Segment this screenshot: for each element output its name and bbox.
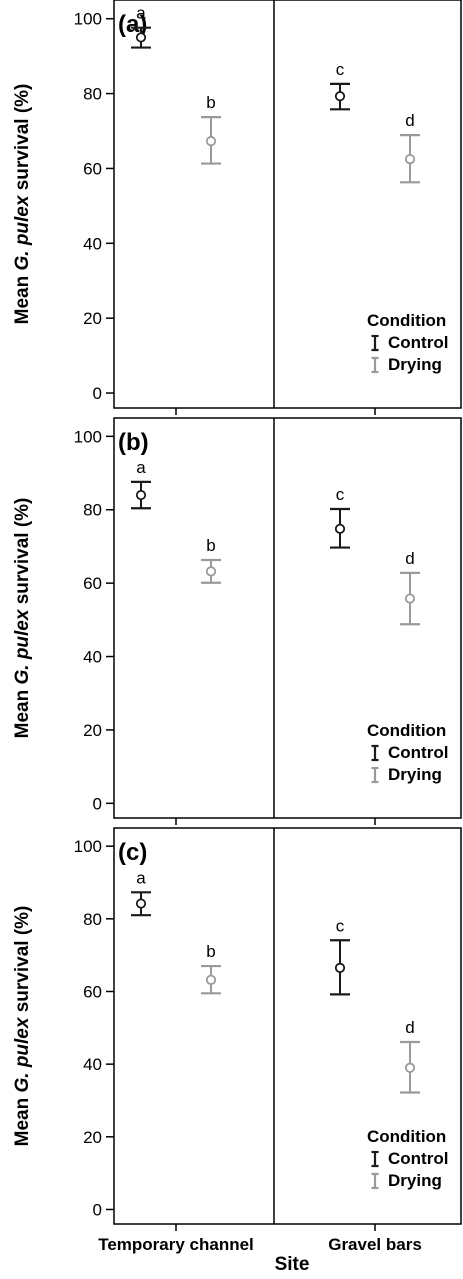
mean-point bbox=[135, 32, 147, 43]
panel-label: (c) bbox=[118, 839, 147, 866]
significance-letter: c bbox=[336, 916, 345, 935]
y-tick-label: 100 bbox=[74, 837, 102, 856]
y-tick-label: 20 bbox=[83, 309, 102, 328]
y-axis-title-part: Mean bbox=[12, 1093, 33, 1147]
legend-title: Condition bbox=[367, 311, 446, 330]
mean-point bbox=[334, 91, 346, 102]
legend-entry: Control bbox=[388, 333, 448, 352]
plot-frame bbox=[113, 417, 462, 819]
mean-point bbox=[135, 489, 147, 501]
y-tick-label: 60 bbox=[83, 982, 102, 1001]
significance-letter: a bbox=[136, 4, 146, 23]
significance-letter: d bbox=[405, 111, 414, 130]
significance-letter: c bbox=[336, 485, 345, 504]
mean-point bbox=[135, 898, 147, 909]
significance-letter: c bbox=[336, 60, 345, 79]
mean-point bbox=[205, 136, 217, 147]
legend-title: Condition bbox=[367, 721, 446, 740]
x-tick-label: Gravel bars bbox=[328, 1235, 422, 1254]
y-axis-title-part: G. pulex bbox=[12, 194, 33, 270]
mean-point bbox=[334, 962, 346, 973]
legend-entry: Drying bbox=[388, 355, 442, 374]
legend-title: Condition bbox=[367, 1127, 446, 1146]
x-axis-title: Site bbox=[275, 1254, 310, 1275]
significance-letter: d bbox=[405, 1018, 414, 1037]
y-tick-label: 0 bbox=[93, 794, 102, 813]
y-axis-title-part: G. pulex bbox=[12, 608, 33, 684]
plot-frame bbox=[113, 0, 462, 409]
y-tick-label: 100 bbox=[74, 10, 102, 29]
y-tick-label: 20 bbox=[83, 1128, 102, 1147]
mean-point bbox=[404, 1062, 416, 1073]
y-axis-title: Mean G. pulex survival (%) bbox=[12, 84, 33, 325]
significance-letter: a bbox=[136, 868, 146, 887]
mean-point bbox=[404, 153, 416, 165]
y-axis-title: Mean G. pulex survival (%) bbox=[12, 906, 33, 1147]
y-axis-title-part: survival (%) bbox=[12, 84, 33, 196]
significance-letter: b bbox=[206, 536, 215, 555]
y-tick-label: 60 bbox=[83, 159, 102, 178]
y-tick-label: 80 bbox=[83, 910, 102, 929]
mean-point bbox=[205, 974, 217, 985]
y-tick-label: 40 bbox=[83, 234, 102, 253]
y-tick-label: 60 bbox=[83, 574, 102, 593]
y-tick-label: 40 bbox=[83, 648, 102, 667]
plot-frame bbox=[113, 827, 462, 1225]
significance-letter: a bbox=[136, 458, 146, 477]
y-axis-title-part: survival (%) bbox=[12, 498, 33, 610]
mean-point bbox=[404, 593, 416, 604]
legend-entry: Control bbox=[388, 743, 448, 762]
y-axis-title-part: G. pulex bbox=[12, 1016, 33, 1092]
y-tick-label: 0 bbox=[93, 1200, 102, 1219]
x-tick-label: Temporary channel bbox=[98, 1235, 254, 1254]
y-tick-label: 100 bbox=[74, 427, 102, 446]
y-axis-title-part: Mean bbox=[12, 271, 33, 325]
significance-letter: d bbox=[405, 549, 414, 568]
y-tick-label: 80 bbox=[83, 85, 102, 104]
significance-letter: b bbox=[206, 942, 215, 961]
legend-entry: Drying bbox=[388, 1171, 442, 1190]
y-tick-label: 0 bbox=[93, 384, 102, 403]
legend-entry: Control bbox=[388, 1149, 448, 1168]
y-axis-title-part: Mean bbox=[12, 685, 33, 739]
legend-entry: Drying bbox=[388, 765, 442, 784]
y-axis-title: Mean G. pulex survival (%) bbox=[12, 498, 33, 739]
y-tick-label: 80 bbox=[83, 501, 102, 520]
y-tick-label: 40 bbox=[83, 1055, 102, 1074]
panel-b: (b) 0 20 40 60 80 100 Mean G. pulex survival (%… bbox=[12, 417, 462, 825]
mean-point bbox=[205, 566, 217, 577]
mean-point bbox=[334, 523, 346, 534]
significance-letter: b bbox=[206, 93, 215, 112]
y-axis-title-part: survival (%) bbox=[12, 906, 33, 1018]
panel-c: (c) 0 20 40 60 80 100 Mean G. pulex survival (%… bbox=[12, 827, 462, 1254]
y-tick-label: 20 bbox=[83, 721, 102, 740]
panel-label: (b) bbox=[118, 429, 149, 456]
